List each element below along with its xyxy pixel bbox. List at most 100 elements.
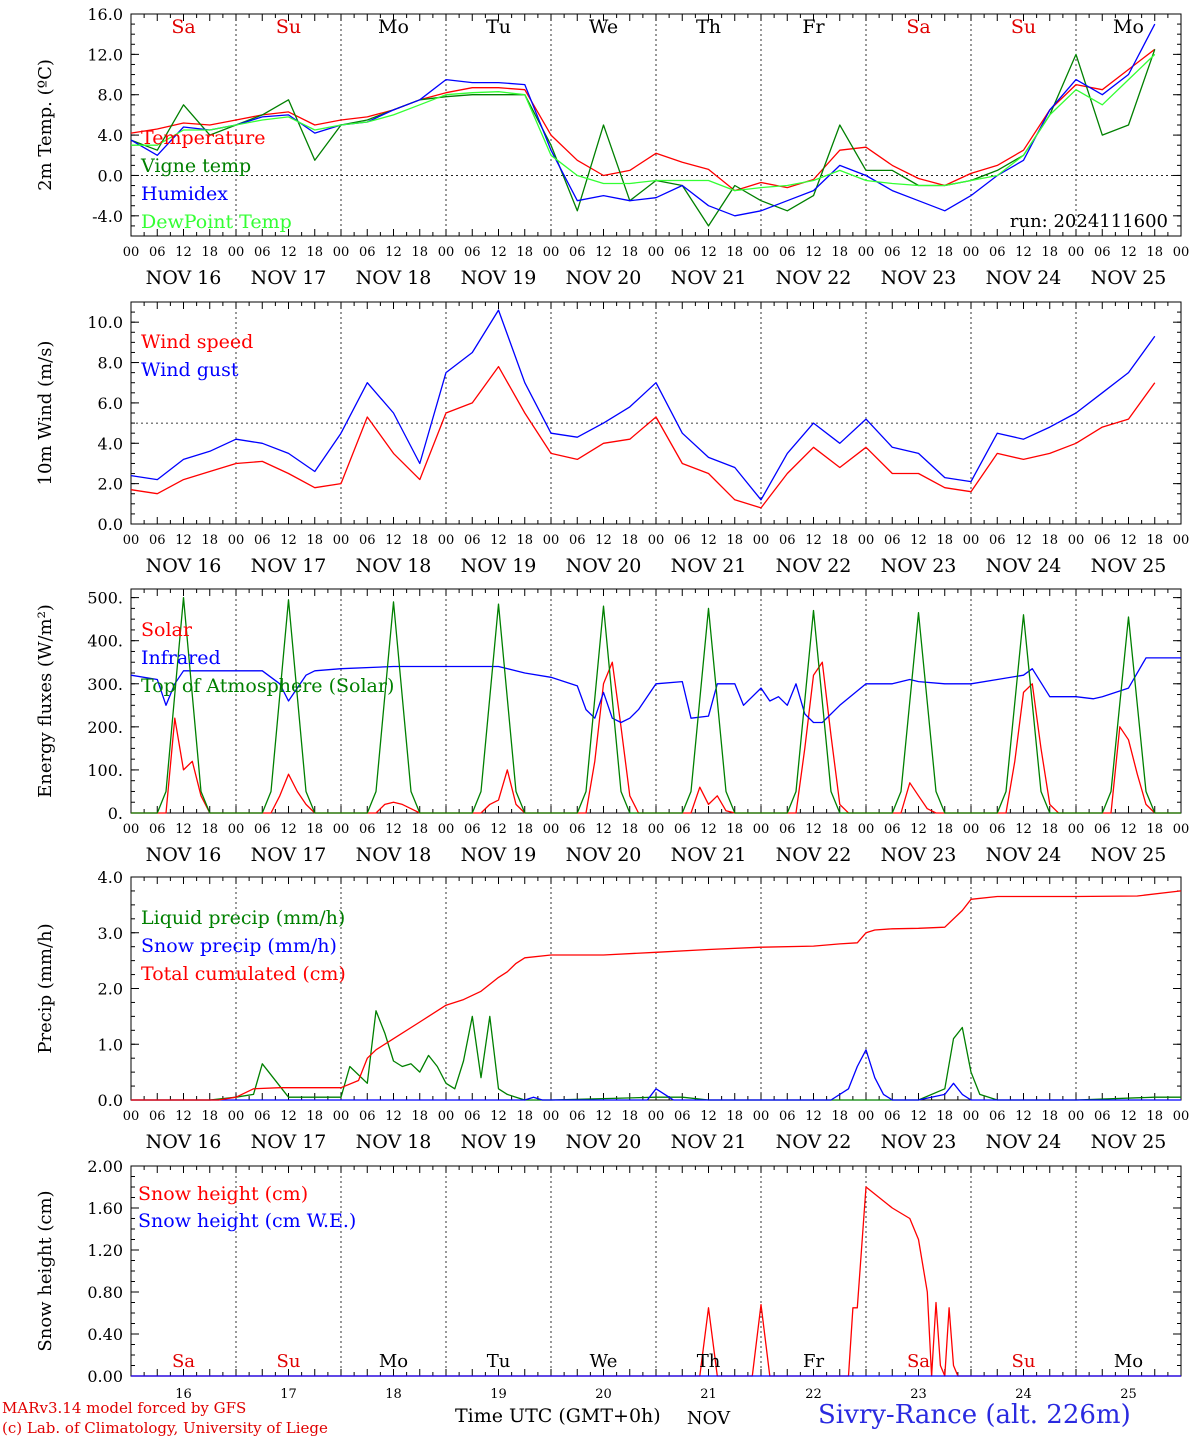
hour-tick-label: 00 bbox=[123, 533, 140, 548]
weekday-label: Su bbox=[277, 1351, 301, 1372]
lab-credit-line: (c) Lab. of Climatology, University of L… bbox=[2, 1419, 328, 1437]
hour-tick-label: 00 bbox=[123, 822, 140, 837]
series-line-infrared bbox=[130, 657, 1181, 724]
hour-tick-label: 18 bbox=[726, 822, 743, 837]
hour-tick-label: 18 bbox=[726, 533, 743, 548]
hour-tick-label: 12 bbox=[1120, 533, 1137, 548]
hour-tick-label: 00 bbox=[543, 245, 560, 260]
hour-tick-label: 00 bbox=[648, 1109, 665, 1124]
date-label: NOV 16 bbox=[146, 1131, 222, 1153]
hour-tick-label: 06 bbox=[779, 1109, 796, 1124]
hour-tick-label: 12 bbox=[700, 245, 717, 260]
hour-tick-label: 00 bbox=[858, 533, 875, 548]
hour-tick-label: 18 bbox=[411, 822, 428, 837]
hour-tick-label: 12 bbox=[1015, 245, 1032, 260]
y-tick-label: 2.0 bbox=[98, 980, 123, 999]
day-number-label: 20 bbox=[595, 1387, 612, 1402]
hour-tick-label: 12 bbox=[1015, 533, 1032, 548]
hour-tick-label: 18 bbox=[831, 245, 848, 260]
date-label: NOV 22 bbox=[776, 267, 852, 289]
hour-tick-label: 12 bbox=[490, 822, 507, 837]
hour-tick-label: 06 bbox=[254, 245, 271, 260]
date-label: NOV 23 bbox=[881, 844, 957, 866]
y-tick-label: 1.0 bbox=[98, 1035, 123, 1054]
date-label: NOV 24 bbox=[986, 1131, 1062, 1153]
series-line-humidex bbox=[130, 23, 1156, 217]
hour-tick-label: 12 bbox=[595, 533, 612, 548]
hour-tick-label: 06 bbox=[254, 822, 271, 837]
hour-tick-label: 18 bbox=[306, 533, 323, 548]
y-tick-label: 500. bbox=[87, 589, 123, 608]
weekday-label: Sa bbox=[907, 1351, 930, 1372]
legend-entry: Wind speed bbox=[141, 331, 253, 353]
hour-tick-label: 00 bbox=[858, 1109, 875, 1124]
legend-entry: Liquid precip (mm/h) bbox=[141, 907, 345, 929]
weekday-label: Sa bbox=[906, 16, 930, 38]
weekday-label: Sa bbox=[171, 16, 195, 38]
series-line-dewpoint-temp bbox=[131, 53, 1156, 192]
hour-tick-label: 18 bbox=[1146, 822, 1163, 837]
date-label: NOV 19 bbox=[461, 555, 537, 577]
hour-tick-label: 00 bbox=[438, 533, 455, 548]
hour-tick-label: 06 bbox=[464, 245, 481, 260]
hour-tick-label: 00 bbox=[228, 245, 245, 260]
date-label: NOV 20 bbox=[566, 844, 642, 866]
legend-entry: Temperature bbox=[141, 127, 265, 149]
hour-tick-label: 12 bbox=[910, 822, 927, 837]
series-line-vigne-temp bbox=[130, 49, 1156, 227]
series-line-snow-precip-mm-h bbox=[131, 1049, 1181, 1101]
y-axis-label: Precip (mm/h) bbox=[35, 923, 56, 1053]
hour-tick-label: 12 bbox=[805, 533, 822, 548]
date-label: NOV 22 bbox=[776, 555, 852, 577]
date-label: NOV 19 bbox=[461, 1131, 537, 1153]
weekday-label: Su bbox=[1012, 1351, 1036, 1372]
hour-tick-label: 06 bbox=[1094, 822, 1111, 837]
hour-tick-label: 12 bbox=[490, 533, 507, 548]
series-line-liquid-precip-mm-h bbox=[131, 1010, 1181, 1101]
hour-tick-label: 18 bbox=[1041, 822, 1058, 837]
y-tick-label: 0.80 bbox=[87, 1283, 123, 1302]
hour-tick-label: 00 bbox=[858, 245, 875, 260]
hour-tick-label: 12 bbox=[1120, 822, 1137, 837]
y-tick-label: 4.0 bbox=[98, 434, 123, 453]
y-tick-label: 100. bbox=[87, 761, 123, 780]
hour-tick-label: 12 bbox=[175, 533, 192, 548]
legend-entry: Vigne temp bbox=[140, 155, 251, 177]
legend-entry: Snow height (cm W.E.) bbox=[138, 1210, 356, 1232]
hour-tick-label: 06 bbox=[359, 245, 376, 260]
hour-tick-label: 18 bbox=[831, 1109, 848, 1124]
y-tick-label: 16.0 bbox=[87, 5, 123, 24]
y-axis-label: 10m Wind (m/s) bbox=[35, 341, 56, 486]
hour-tick-label: 18 bbox=[1146, 533, 1163, 548]
date-label: NOV 20 bbox=[566, 267, 642, 289]
hour-tick-label: 00 bbox=[228, 1109, 245, 1124]
y-axis-label: Energy fluxes (W/m²) bbox=[35, 604, 56, 798]
hour-tick-label: 06 bbox=[989, 822, 1006, 837]
date-label: NOV 20 bbox=[566, 1131, 642, 1153]
hour-tick-label: 12 bbox=[805, 1109, 822, 1124]
hour-tick-label: 18 bbox=[621, 533, 638, 548]
series-line-wind-gust bbox=[130, 309, 1156, 501]
y-axis-label: Snow height (cm) bbox=[35, 1190, 56, 1351]
weekday-label: Mo bbox=[1113, 16, 1144, 38]
hour-tick-label: 00 bbox=[963, 1109, 980, 1124]
hour-tick-label: 18 bbox=[1041, 1109, 1058, 1124]
month-label: NOV bbox=[687, 1408, 731, 1429]
hour-tick-label: 18 bbox=[201, 1109, 218, 1124]
y-tick-label: 6.0 bbox=[98, 394, 123, 413]
hour-tick-label: 12 bbox=[595, 245, 612, 260]
y-tick-label: 300. bbox=[87, 675, 123, 694]
hour-tick-label: 00 bbox=[123, 245, 140, 260]
hour-tick-label: 00 bbox=[333, 822, 350, 837]
hour-tick-label: 00 bbox=[333, 1109, 350, 1124]
series-line-top-of-atmosphere-solar bbox=[131, 596, 1181, 814]
weekday-label: Tu bbox=[487, 1351, 511, 1372]
hour-tick-label: 12 bbox=[805, 822, 822, 837]
date-label: NOV 24 bbox=[986, 555, 1062, 577]
weekday-label: Su bbox=[276, 16, 301, 38]
hour-tick-label: 18 bbox=[411, 1109, 428, 1124]
weekday-label: Mo bbox=[1114, 1351, 1143, 1372]
hour-tick-label: 18 bbox=[831, 533, 848, 548]
hour-tick-label: 06 bbox=[884, 533, 901, 548]
y-tick-label: 2.0 bbox=[98, 475, 123, 494]
